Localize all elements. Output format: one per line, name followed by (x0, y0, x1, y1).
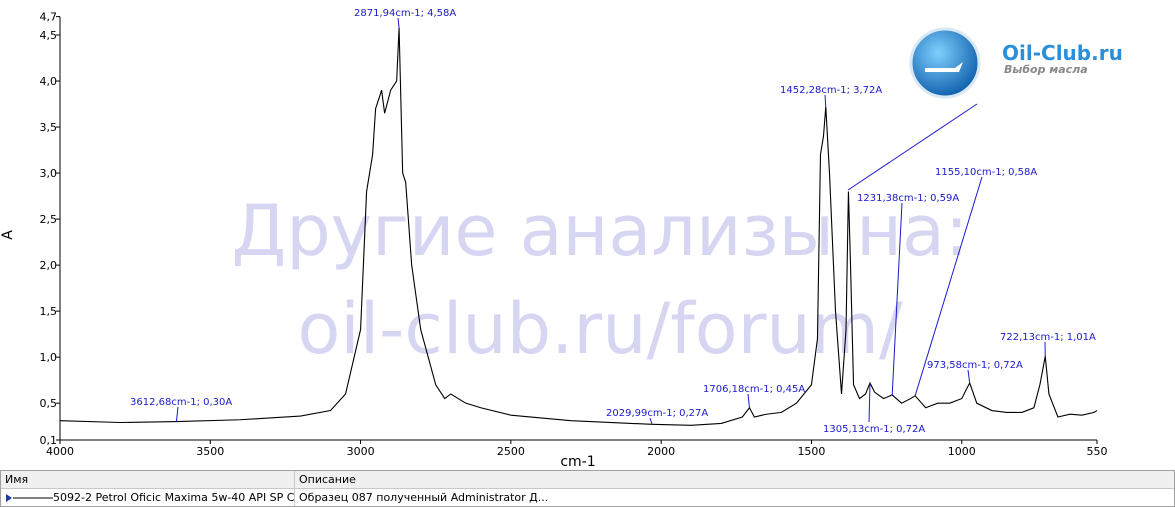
annotation-leader (397, 17, 400, 28)
table-header: Имя Описание (1, 471, 1174, 489)
spectrum-line (59, 27, 1098, 426)
y-tick-label: 4,5 (40, 29, 58, 42)
cell: 5092-2 Petrol Oficic Maxima 5w-40 API SP… (1, 489, 295, 506)
y-tick-label: 1,5 (40, 305, 58, 318)
y-tick-label: 3,5 (40, 121, 58, 134)
header-cell: Имя (1, 471, 295, 488)
annotation-label: 1155,10cm-1; 0,58A (935, 167, 1037, 178)
annotation-leader (649, 417, 653, 425)
annotation-leader (868, 382, 871, 423)
x-tick-label: 2500 (497, 445, 525, 458)
y-tick-label: 0,5 (40, 397, 58, 410)
y-tick-label: 4,7 (40, 11, 58, 24)
annotation-label: 3612,68cm-1; 0,30A (130, 397, 232, 408)
watermark: oil-club.ru/forum/ (297, 288, 902, 370)
y-axis-title: A (0, 230, 16, 240)
x-tick-label: 2000 (647, 445, 675, 458)
y-tick-label: 1,0 (40, 351, 58, 364)
x-tick-label: 3500 (196, 445, 224, 458)
table-row[interactable]: 5092-2 Petrol Oficic Maxima 5w-40 API SP… (1, 489, 1174, 506)
annotation-label: 1305,13cm-1; 0,72A (823, 424, 925, 435)
annotation-label: 973,58cm-1; 0,72A (927, 360, 1023, 371)
watermark: Другие анализы на: (232, 190, 969, 272)
annotation-leader (891, 202, 903, 395)
annotation-label: 1231,38cm-1; 0,59A (857, 193, 959, 204)
annotation-leader (967, 369, 971, 383)
annotation-label: 2029,99cm-1; 0,27A (606, 408, 708, 419)
annotation-leader (824, 94, 827, 107)
y-tick-label: 3,0 (40, 167, 58, 180)
x-tick-label: 4000 (46, 445, 74, 458)
annotation-label: 1706,18cm-1; 0,45A (703, 384, 805, 395)
x-tick-label: 1500 (797, 445, 825, 458)
y-tick-label: 0,1 (40, 434, 58, 447)
annotation-label: 2871,94cm-1; 4,58A (354, 8, 456, 19)
chart: Другие анализы на: oil-club.ru/forum/ Oi… (0, 8, 1123, 468)
annotation-label: 1452,28cm-1; 3,72A (780, 85, 882, 96)
leader-line (847, 103, 978, 191)
y-tick-label: 4,0 (40, 75, 58, 88)
logo-can (925, 62, 963, 72)
logo-subtitle: Выбор масла (1004, 63, 1088, 76)
annotation-leader (747, 393, 750, 408)
x-tick-label: 3000 (347, 445, 375, 458)
table: Имя Описание 5092-2 Petrol Oficic Maxima… (0, 470, 1175, 507)
series-swatch (6, 494, 53, 502)
cell: Образец 087 полученный Administrator Д..… (299, 491, 549, 504)
annotation-leader (175, 406, 179, 422)
x-tick-label: 550 (1087, 445, 1108, 458)
header-cell: Описание (299, 473, 356, 486)
cell-text: 5092-2 Petrol Oficic Maxima 5w-40 API SP… (53, 491, 295, 504)
x-axis-title: cm-1 (560, 454, 595, 468)
x-tick-label: 1000 (948, 445, 976, 458)
y-tick-label: 2,0 (40, 259, 58, 272)
annotation-label: 722,13cm-1; 1,01A (1000, 332, 1096, 343)
logo-title: Oil-Club.ru (1002, 41, 1123, 65)
annotation-leader (914, 176, 983, 396)
logo-icon (909, 27, 981, 99)
y-tick-label: 2,5 (40, 213, 58, 226)
